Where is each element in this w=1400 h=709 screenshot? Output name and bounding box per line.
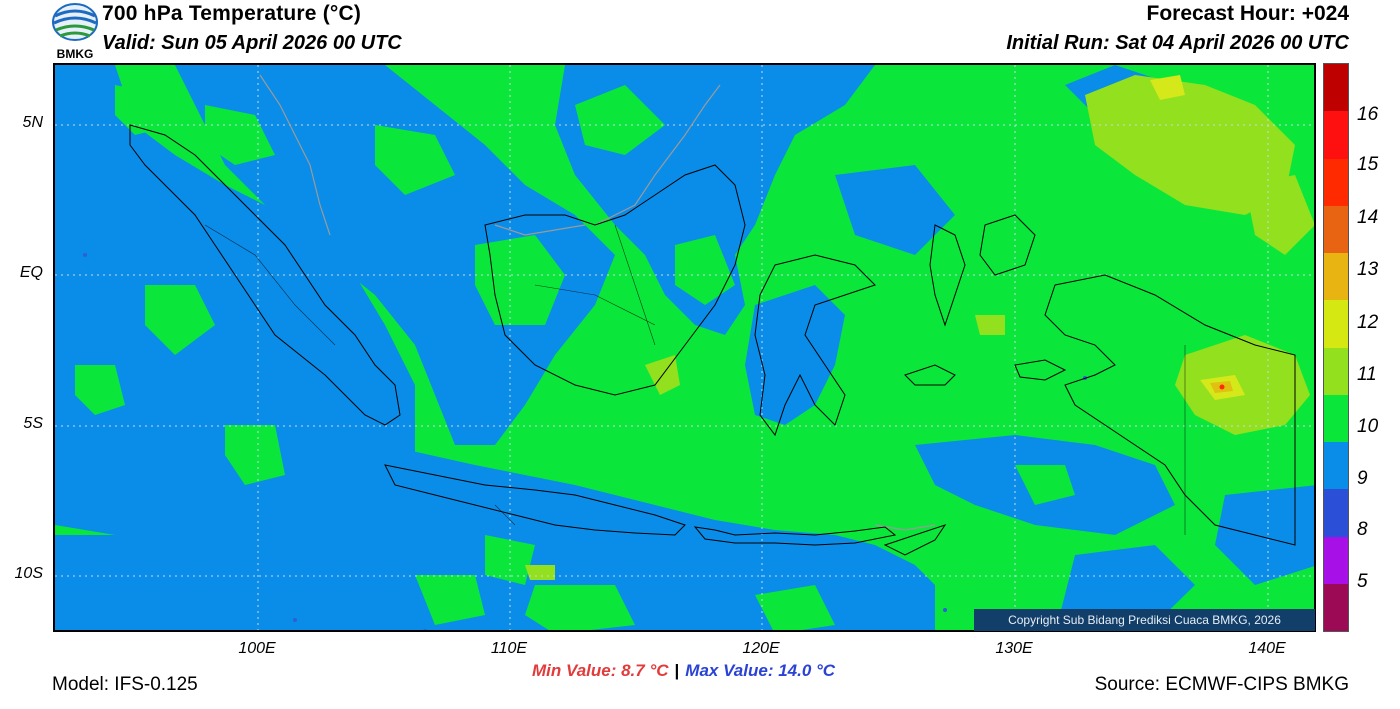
graticule xyxy=(55,65,1314,630)
temperature-map[interactable] xyxy=(53,63,1316,632)
min-value: Min Value: 8.7 °C xyxy=(532,661,669,680)
map-svg xyxy=(55,65,1314,630)
colorbar-segment xyxy=(1324,158,1348,206)
forecast-hour: Forecast Hour: +024 xyxy=(1146,2,1350,25)
colorbar xyxy=(1323,63,1349,632)
colorbar-segment xyxy=(1324,253,1348,301)
lat-label-10s: 10S xyxy=(14,565,43,582)
colorbar-segment xyxy=(1324,205,1348,253)
copyright-notice: Copyright Sub Bidang Prediksi Cuaca BMKG… xyxy=(974,609,1315,631)
colorbar-segment xyxy=(1324,536,1348,584)
initial-run: Initial Run: Sat 04 April 2026 00 UTC xyxy=(1006,32,1349,54)
lon-label-100e: 100E xyxy=(238,640,276,657)
colorbar-label-8: 8 xyxy=(1357,519,1368,540)
source-label: Source: ECMWF-CIPS BMKG xyxy=(1094,674,1349,695)
colorbar-label-13: 13 xyxy=(1357,259,1379,280)
min-max-separator: | xyxy=(674,661,680,680)
temp-max-spot xyxy=(1219,384,1225,390)
colorbar-segment xyxy=(1324,111,1348,159)
lon-label-110e: 110E xyxy=(490,640,528,657)
lon-label-140e: 140E xyxy=(1248,640,1286,657)
colorbar-label-15: 15 xyxy=(1357,154,1379,175)
province-boundaries xyxy=(204,224,1186,535)
lat-label-5n: 5N xyxy=(22,114,43,131)
chart-title: 700 hPa Temperature (°C) xyxy=(102,2,362,25)
colorbar-segment xyxy=(1324,442,1348,490)
bmkg-logo: BMKG xyxy=(52,3,98,60)
temp-9-region xyxy=(55,65,1314,630)
colorbar-segment xyxy=(1324,300,1348,348)
colorbar-segment xyxy=(1324,394,1348,442)
lat-label-eq: EQ xyxy=(19,264,43,281)
colorbar-segment xyxy=(1324,583,1348,631)
valid-time: Valid: Sun 05 April 2026 00 UTC xyxy=(102,32,402,54)
colorbar-label-9: 9 xyxy=(1357,468,1368,489)
min-max-values: Min Value: 8.7 °C | Max Value: 14.0 °C xyxy=(532,661,835,681)
colorbar-segment xyxy=(1324,489,1348,537)
colorbar-segment xyxy=(1324,347,1348,395)
colorbar-label-11: 11 xyxy=(1357,364,1377,385)
colorbar-label-5: 5 xyxy=(1357,571,1368,592)
lon-label-120e: 120E xyxy=(742,640,780,657)
logo-text: BMKG xyxy=(57,47,94,60)
colorbar-segment xyxy=(1324,64,1348,112)
indonesia-coastlines xyxy=(129,124,1296,556)
lat-label-5s: 5S xyxy=(23,415,43,432)
lon-label-130e: 130E xyxy=(995,640,1033,657)
model-label: Model: IFS-0.125 xyxy=(52,674,198,695)
colorbar-label-16: 16 xyxy=(1357,104,1379,125)
colorbar-label-10: 10 xyxy=(1357,416,1379,437)
temp-10-patches xyxy=(75,85,1075,630)
temp-11-region xyxy=(525,75,1314,580)
colorbar-label-14: 14 xyxy=(1357,207,1379,228)
colorbar-label-12: 12 xyxy=(1357,312,1379,333)
max-value: Max Value: 14.0 °C xyxy=(685,661,836,680)
